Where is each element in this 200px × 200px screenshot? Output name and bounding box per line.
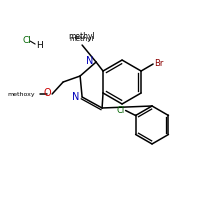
Text: N: N: [86, 56, 93, 66]
Text: H: H: [36, 41, 43, 50]
Text: Br: Br: [154, 59, 163, 68]
Text: Cl: Cl: [22, 36, 31, 45]
Text: methyl: methyl: [69, 32, 95, 41]
Text: methyl: methyl: [69, 36, 93, 42]
Text: Cl: Cl: [116, 106, 125, 115]
Text: N: N: [72, 92, 79, 102]
Text: methoxy: methoxy: [8, 92, 35, 97]
Text: O: O: [44, 88, 51, 98]
